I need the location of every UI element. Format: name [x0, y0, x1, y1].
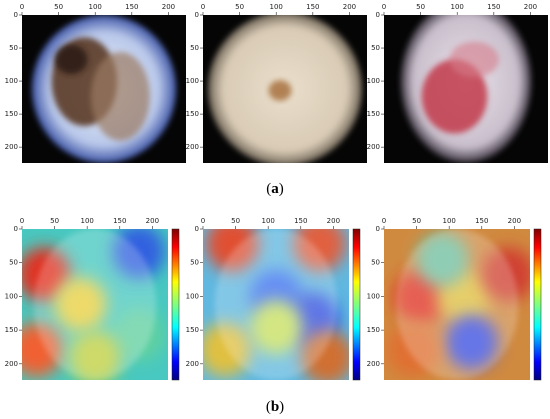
y-tick-label: 200 [367, 360, 380, 368]
x-tick-label: 150 [306, 3, 319, 11]
x-tick-label: 0 [382, 217, 386, 225]
y-tick-label: 100 [5, 292, 18, 300]
y-tick-label: 0 [376, 11, 380, 19]
x-tick-label: 150 [487, 3, 500, 11]
y-tick-label: 200 [186, 143, 199, 151]
y-tick-label: 100 [367, 292, 380, 300]
x-tick-label: 200 [327, 217, 340, 225]
lesion [421, 59, 488, 134]
y-tick-label: 200 [186, 360, 199, 368]
x-tick-label: 200 [162, 3, 175, 11]
x-tick-label: 50 [54, 3, 63, 11]
y-tick-label: 150 [367, 110, 380, 118]
y-tick-label: 100 [186, 292, 199, 300]
x-tick-label: 0 [201, 3, 205, 11]
y-tick-label: 50 [9, 44, 18, 52]
lesion [268, 80, 292, 101]
x-tick-label: 150 [294, 217, 307, 225]
x-tick-label: 0 [20, 3, 24, 11]
x-tick-label: 50 [50, 217, 59, 225]
y-tick-label: 0 [14, 11, 18, 19]
image-panel [384, 15, 548, 163]
lesion [449, 41, 499, 78]
y-tick-label: 200 [5, 143, 18, 151]
caption-prefix: ( [266, 181, 271, 197]
colorbar [533, 228, 542, 381]
lesion [54, 44, 88, 75]
y-tick-label: 150 [186, 326, 199, 334]
x-tick-label: 0 [201, 217, 205, 225]
image-panel [384, 229, 530, 380]
y-tick-label: 100 [5, 77, 18, 85]
lesion [90, 52, 150, 141]
lens-overlay [214, 229, 338, 380]
y-tick-label: 50 [371, 44, 380, 52]
x-tick-label: 150 [125, 3, 138, 11]
caption: (a) [266, 181, 284, 197]
x-tick-label: 150 [475, 217, 488, 225]
y-tick-label: 0 [195, 225, 199, 233]
lens-overlay [33, 229, 157, 380]
x-tick-label: 100 [89, 3, 102, 11]
x-tick-label: 100 [442, 217, 455, 225]
x-tick-label: 200 [508, 217, 521, 225]
x-tick-label: 100 [261, 217, 274, 225]
y-tick-label: 0 [376, 225, 380, 233]
image-panel [203, 229, 349, 380]
y-tick-label: 50 [190, 44, 199, 52]
y-tick-label: 100 [367, 77, 380, 85]
y-tick-label: 200 [5, 360, 18, 368]
lens-overlay [395, 229, 519, 380]
x-tick-label: 50 [416, 3, 425, 11]
y-tick-label: 50 [9, 259, 18, 267]
x-tick-label: 50 [231, 217, 240, 225]
y-tick-label: 0 [14, 225, 18, 233]
x-tick-label: 200 [343, 3, 356, 11]
y-tick-label: 0 [195, 11, 199, 19]
caption-prefix: ( [266, 399, 271, 415]
x-tick-label: 0 [382, 3, 386, 11]
caption: (b) [266, 399, 284, 415]
y-tick-label: 150 [367, 326, 380, 334]
x-tick-label: 50 [412, 217, 421, 225]
y-tick-label: 200 [367, 143, 380, 151]
colorbar [171, 228, 180, 381]
x-tick-label: 150 [113, 217, 126, 225]
y-tick-label: 150 [186, 110, 199, 118]
x-tick-label: 100 [270, 3, 283, 11]
y-tick-label: 50 [190, 259, 199, 267]
y-tick-label: 150 [5, 326, 18, 334]
colorbar [352, 228, 361, 381]
caption-label: b [271, 399, 279, 415]
image-panel [203, 15, 367, 163]
x-tick-label: 200 [524, 3, 537, 11]
image-panel [22, 229, 168, 380]
y-tick-label: 150 [5, 110, 18, 118]
caption-suffix: ) [279, 399, 284, 415]
x-tick-label: 0 [20, 217, 24, 225]
caption-suffix: ) [279, 181, 284, 197]
x-tick-label: 50 [235, 3, 244, 11]
y-tick-label: 100 [186, 77, 199, 85]
x-tick-label: 100 [451, 3, 464, 11]
caption-label: a [271, 181, 279, 197]
x-tick-label: 100 [80, 217, 93, 225]
y-tick-label: 50 [371, 259, 380, 267]
x-tick-label: 200 [146, 217, 159, 225]
image-panel [22, 15, 186, 163]
